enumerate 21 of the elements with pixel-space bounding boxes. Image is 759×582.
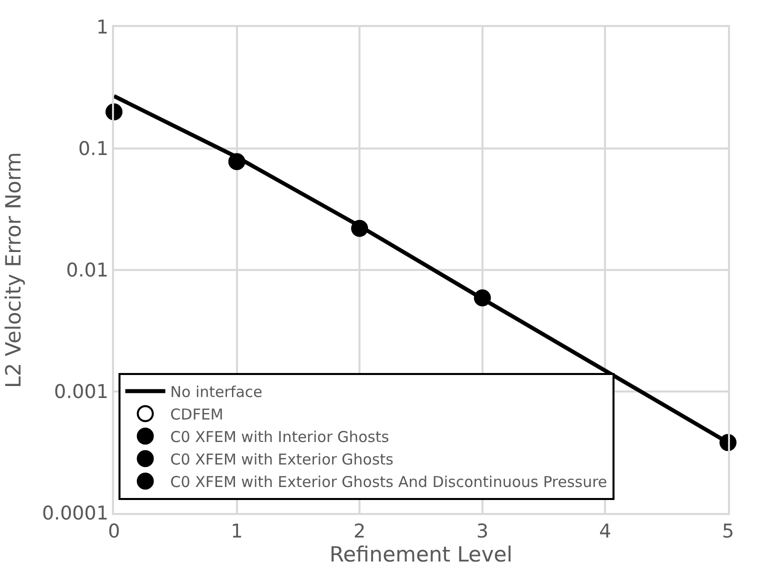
legend-label: C0 XFEM with Exterior Ghosts And Discontinuous Pressure (170, 472, 608, 491)
legend-label: CDFEM (170, 405, 224, 424)
y-tick-label: 0.1 (78, 138, 108, 160)
x-tick-label: 1 (230, 520, 243, 543)
point (351, 220, 368, 237)
x-axis-title: Refinement Level (329, 542, 513, 567)
y-tick-label: 1 (96, 16, 108, 39)
legend-label: C0 XFEM with Exterior Ghosts (170, 450, 394, 468)
legend-label: No interface (170, 382, 262, 401)
y-tick-label: 0.0001 (42, 502, 108, 525)
point (228, 153, 246, 170)
x-tick-label: 5 (722, 520, 734, 543)
point (474, 289, 491, 306)
legend-label: C0 XFEM with Interior Ghosts (170, 428, 390, 446)
y-tick-label: 0.01 (66, 260, 108, 282)
y-axis-title: L2 Velocity Error Norm (2, 152, 26, 388)
x-tick-label: 0 (108, 520, 120, 543)
x-tick-label: 2 (354, 520, 366, 543)
x-tick-label: 3 (476, 520, 488, 543)
y-tick-label: 0.001 (54, 381, 108, 404)
x-tick-label: 4 (599, 520, 612, 543)
